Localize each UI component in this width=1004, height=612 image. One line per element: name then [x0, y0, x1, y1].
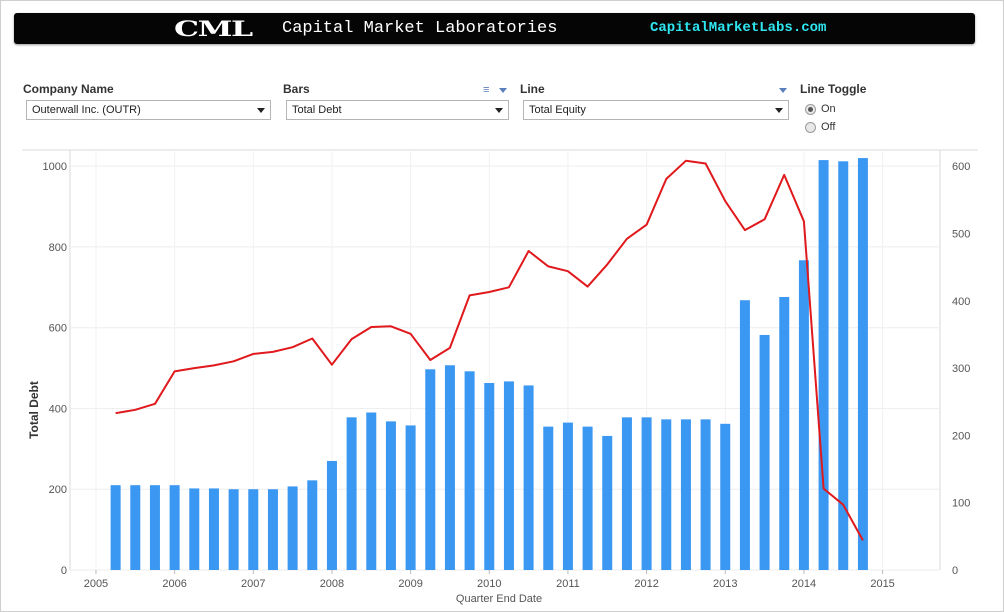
- site-url-link[interactable]: CapitalMarketLabs.com: [650, 20, 827, 36]
- debt-bar: [720, 423, 731, 570]
- y-axis-title: Total Debt: [27, 381, 41, 439]
- chevron-down-icon[interactable]: [779, 88, 787, 93]
- company-label: Company Name: [23, 82, 114, 96]
- y-left-tick-label: 0: [61, 565, 67, 577]
- cml-logo: CML: [174, 16, 253, 41]
- x-tick-label: 2005: [84, 578, 108, 590]
- debt-bar: [700, 419, 711, 570]
- debt-bar: [798, 260, 809, 570]
- debt-bar: [857, 158, 868, 571]
- x-tick-label: 2008: [320, 578, 344, 590]
- x-tick-label: 2012: [634, 578, 658, 590]
- x-tick-label: 2015: [870, 578, 894, 590]
- toggle-off-label: Off: [821, 121, 836, 133]
- radio-button-off[interactable]: [805, 122, 816, 133]
- list-menu-icon[interactable]: ≡: [483, 84, 490, 96]
- debt-bar: [287, 486, 298, 570]
- debt-bar: [661, 419, 672, 570]
- x-tick-label: 2009: [398, 578, 422, 590]
- debt-bar: [838, 161, 849, 571]
- toggle-on-label: On: [821, 103, 836, 115]
- debt-bar: [326, 460, 337, 570]
- debt-bar: [366, 412, 377, 570]
- debt-bar: [739, 300, 750, 570]
- y-left-tick-label: 600: [49, 323, 67, 335]
- y-right-tick-label: 0: [952, 565, 958, 577]
- y-right-tick-label: 100: [952, 498, 970, 510]
- y-left-tick-label: 800: [49, 242, 67, 254]
- bars-dropdown[interactable]: Total Debt: [286, 100, 509, 120]
- site-name: Capital Market Laboratories: [282, 19, 558, 38]
- debt-bar: [759, 334, 770, 570]
- debt-bar: [267, 489, 278, 570]
- debt-bar: [149, 485, 160, 570]
- debt-bar: [346, 417, 357, 570]
- x-tick-label: 2013: [713, 578, 737, 590]
- debt-bar: [248, 489, 259, 570]
- debt-bar: [405, 425, 416, 570]
- line-dropdown[interactable]: Total Equity: [523, 100, 789, 120]
- debt-bar: [818, 160, 829, 570]
- debt-bar: [779, 297, 790, 570]
- debt-bar: [484, 383, 495, 570]
- debt-bar: [425, 369, 436, 570]
- chevron-down-icon: [775, 108, 783, 113]
- debt-bar: [307, 480, 318, 570]
- line-dropdown-value: Total Equity: [529, 104, 586, 116]
- chevron-down-icon[interactable]: [499, 88, 507, 93]
- debt-bar: [110, 485, 121, 570]
- debt-bar: [582, 426, 593, 570]
- line-label: Line: [520, 82, 545, 96]
- debt-bar: [562, 422, 573, 570]
- debt-bar: [464, 371, 475, 570]
- company-dropdown[interactable]: Outerwall Inc. (OUTR): [26, 100, 271, 120]
- x-tick-label: 2010: [477, 578, 501, 590]
- debt-bar: [641, 417, 652, 570]
- x-tick-label: 2007: [241, 578, 265, 590]
- y-right-tick-label: 600: [952, 161, 970, 173]
- debt-bar: [602, 435, 613, 570]
- site-banner: CML Capital Market Laboratories CapitalM…: [14, 13, 975, 44]
- y-left-tick-label: 200: [49, 484, 67, 496]
- x-tick-label: 2011: [556, 578, 580, 590]
- debt-bar: [503, 381, 514, 570]
- y-right-tick-label: 500: [952, 228, 970, 240]
- debt-bar: [444, 365, 455, 570]
- debt-bar: [680, 419, 691, 570]
- debt-bar: [621, 417, 632, 570]
- debt-equity-chart: 0 200 400 600 800 1000 0 100 200 300 400 500 600 2005…: [22, 149, 978, 605]
- debt-bar: [543, 426, 554, 570]
- x-tick-label: 2006: [162, 578, 186, 590]
- equity-line: [115, 159, 864, 541]
- y-left-tick-label: 400: [49, 403, 67, 415]
- debt-bar: [228, 489, 239, 570]
- chevron-down-icon: [495, 108, 503, 113]
- debt-bar: [208, 488, 219, 570]
- debt-bar: [523, 385, 534, 570]
- x-tick-label: 2014: [792, 578, 816, 590]
- x-axis-title: Quarter End Date: [456, 593, 542, 605]
- radio-button-on[interactable]: [805, 104, 816, 115]
- bars-label: Bars: [283, 82, 310, 96]
- debt-bar: [130, 485, 141, 570]
- y-left-tick-label: 1000: [43, 161, 67, 173]
- y-right-tick-label: 400: [952, 296, 970, 308]
- line-toggle-label: Line Toggle: [800, 82, 867, 96]
- y-right-tick-label: 200: [952, 430, 970, 442]
- company-dropdown-value: Outerwall Inc. (OUTR): [32, 104, 141, 116]
- debt-bar: [189, 488, 200, 570]
- debt-bar: [385, 421, 396, 570]
- debt-bar: [169, 485, 180, 570]
- y-right-tick-label: 300: [952, 363, 970, 375]
- chevron-down-icon: [257, 108, 265, 113]
- bars-dropdown-value: Total Debt: [292, 104, 342, 116]
